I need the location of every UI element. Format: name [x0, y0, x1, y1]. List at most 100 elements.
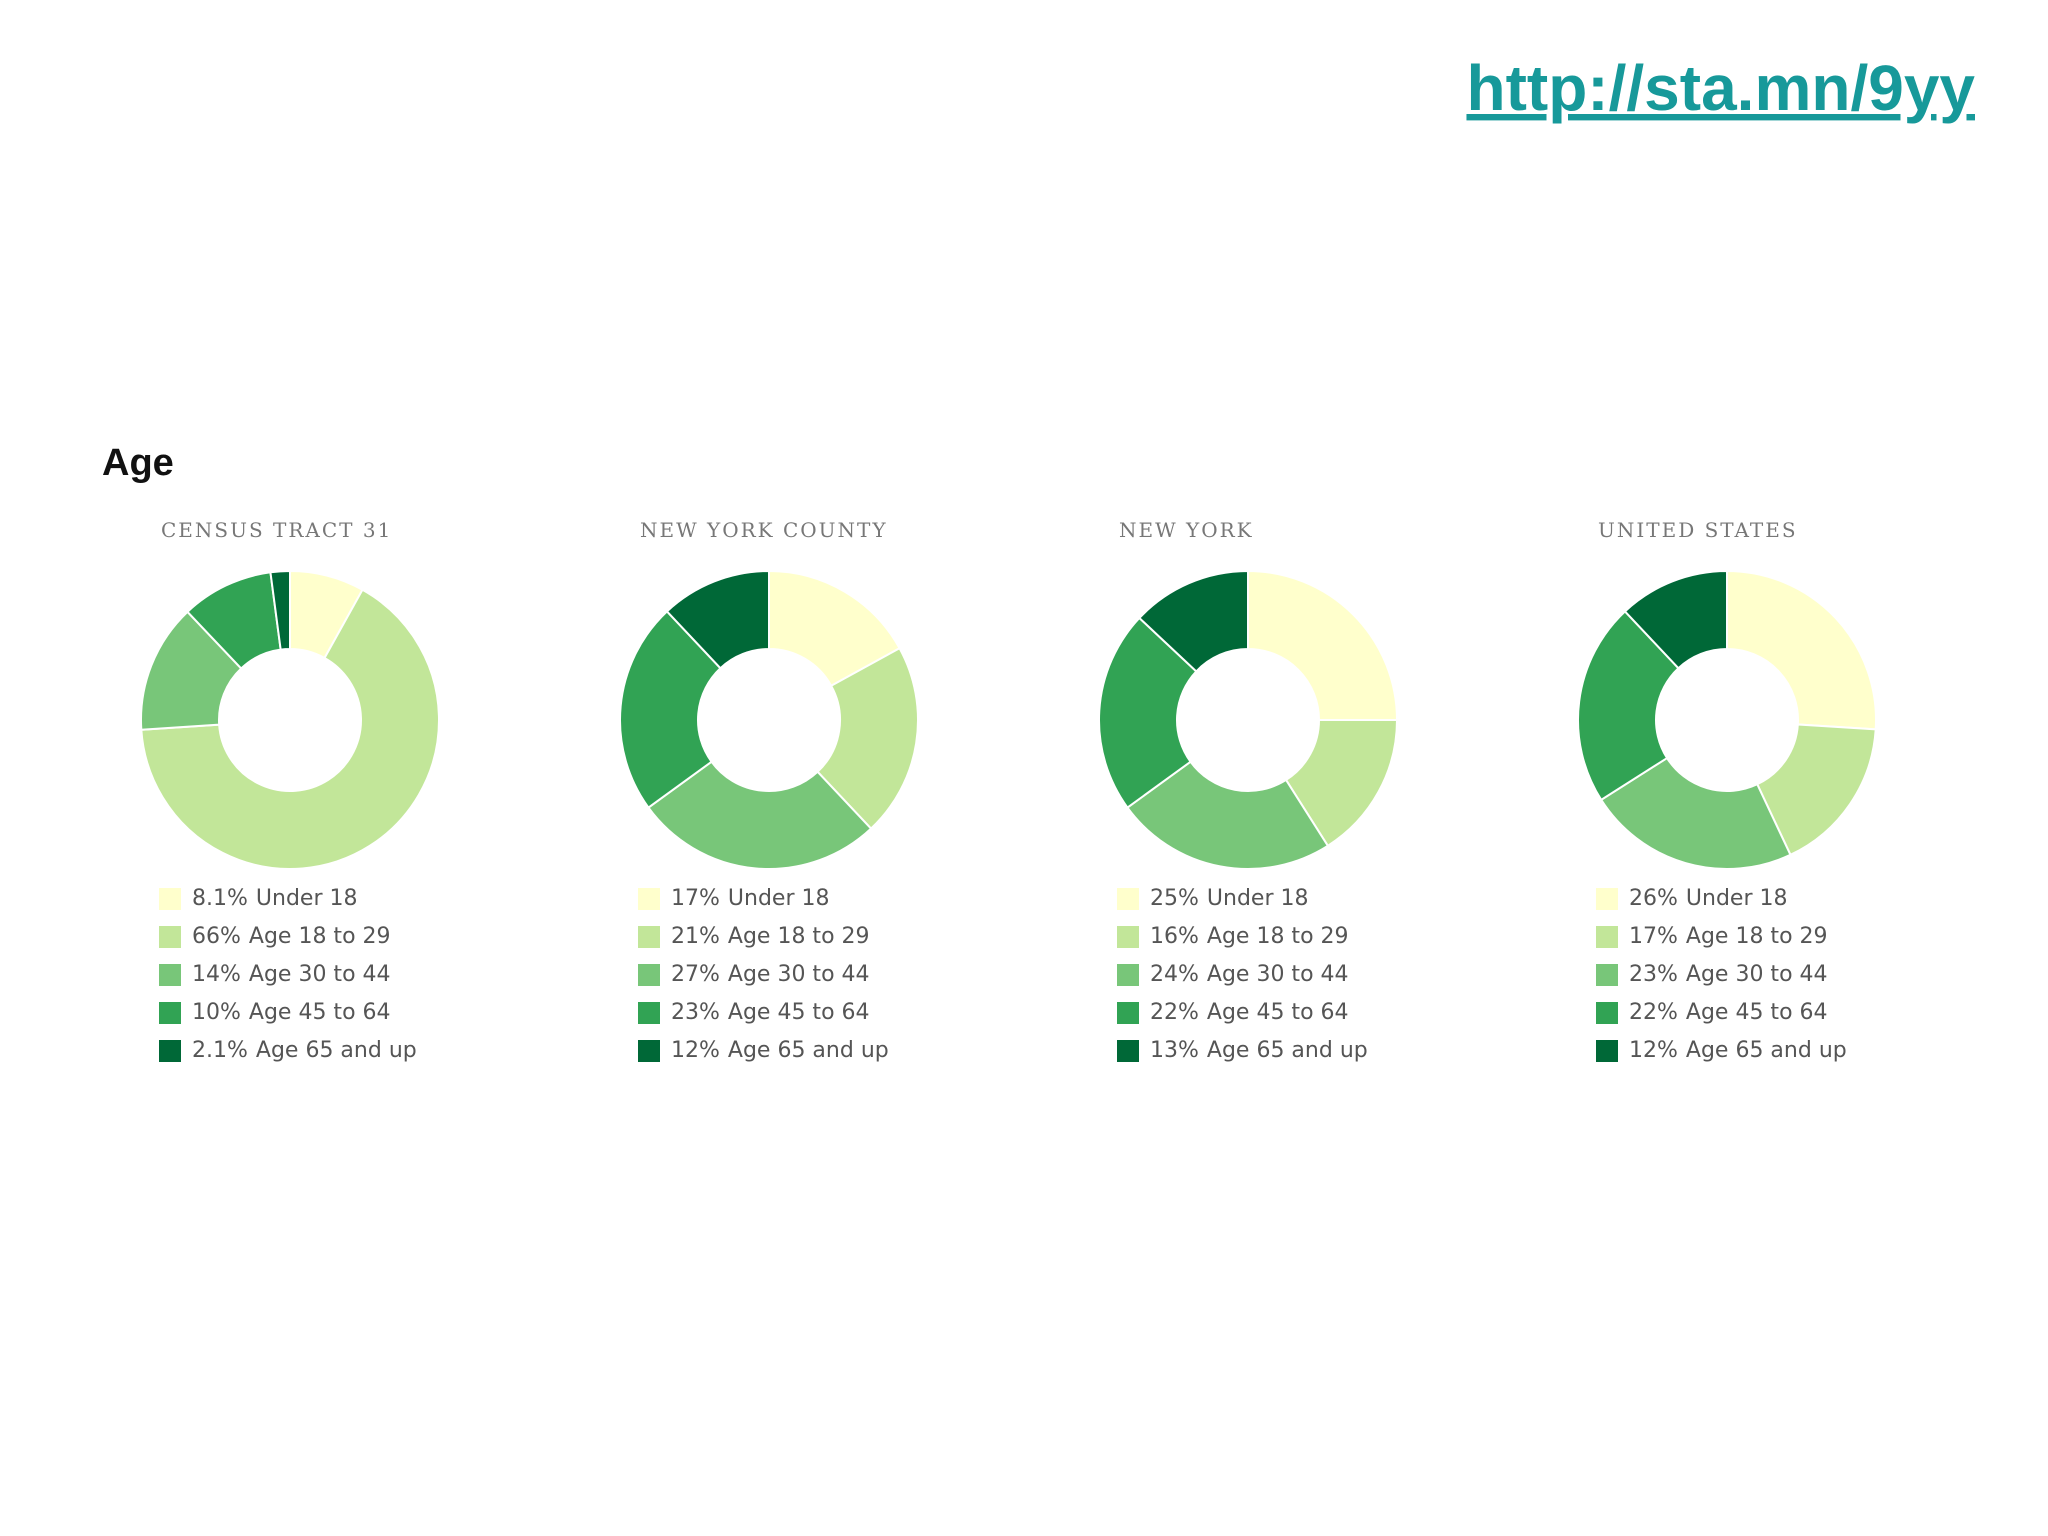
- legend-value: 2.1%: [192, 1038, 248, 1063]
- legend-value: 10%: [192, 1000, 241, 1025]
- legend-swatch: [159, 926, 181, 948]
- donut-slice: [269, 569, 291, 651]
- donut-slice: [1137, 569, 1249, 673]
- legend-category: Age 65 and up: [1207, 1038, 1368, 1063]
- legend-category: Age 18 to 29: [1686, 924, 1828, 949]
- legend-value: 21%: [671, 924, 720, 949]
- donut-slice: [768, 569, 901, 688]
- legend-swatch: [638, 926, 660, 948]
- legend-entry: 22% Age 45 to 64: [1150, 1000, 1349, 1025]
- legend-value: 24%: [1150, 962, 1199, 987]
- legend-swatch: [159, 888, 181, 910]
- legend-value: 16%: [1150, 924, 1199, 949]
- legend-category: Age 18 to 29: [728, 924, 870, 949]
- donut-slice: [1623, 569, 1728, 670]
- legend-swatch: [1596, 1040, 1618, 1062]
- legend-value: 12%: [671, 1038, 720, 1063]
- legend-entry: 13% Age 65 and up: [1150, 1038, 1368, 1063]
- legend-swatch: [1596, 926, 1618, 948]
- legend-value: 8.1%: [192, 886, 248, 911]
- legend-value: 17%: [1629, 924, 1678, 949]
- donut-slice: [1098, 616, 1198, 809]
- legend-swatch: [1117, 926, 1139, 948]
- donut-slice: [1577, 609, 1680, 802]
- legend-entry: 12% Age 65 and up: [1629, 1038, 1847, 1063]
- legend-value: 66%: [192, 924, 241, 949]
- legend-category: Age 30 to 44: [1686, 962, 1828, 987]
- donut-slice: [647, 760, 873, 870]
- legend-entry: 12% Age 65 and up: [671, 1038, 889, 1063]
- legend-category: Under 18: [1686, 886, 1788, 911]
- legend-value: 23%: [1629, 962, 1678, 987]
- legend-value: 25%: [1150, 886, 1199, 911]
- legend-entry: 25% Under 18: [1150, 886, 1308, 911]
- legend-entry: 14% Age 30 to 44: [192, 962, 391, 987]
- legend-swatch: [1596, 964, 1618, 986]
- chart-title: UNITED STATES: [1598, 518, 1798, 542]
- legend-entry: 2.1% Age 65 and up: [192, 1038, 417, 1063]
- donut-slice: [1126, 760, 1330, 870]
- legend-category: Under 18: [1207, 886, 1309, 911]
- legend-value: 27%: [671, 962, 720, 987]
- legend-category: Age 65 and up: [256, 1038, 417, 1063]
- legend-swatch: [638, 1002, 660, 1024]
- legend-category: Under 18: [728, 886, 830, 911]
- legend-category: Under 18: [256, 886, 358, 911]
- chart-title: NEW YORK COUNTY: [640, 518, 888, 542]
- chart-title: NEW YORK: [1119, 518, 1254, 542]
- legend-entry: 21% Age 18 to 29: [671, 924, 870, 949]
- legend-category: Age 30 to 44: [728, 962, 870, 987]
- legend-category: Age 30 to 44: [1207, 962, 1349, 987]
- heading: Age: [102, 442, 174, 484]
- legend-swatch: [1596, 1002, 1618, 1024]
- donut-slice: [1726, 569, 1878, 731]
- legend-value: 12%: [1629, 1038, 1678, 1063]
- legend-swatch: [638, 1040, 660, 1062]
- legend-value: 26%: [1629, 886, 1678, 911]
- legend-swatch: [1596, 888, 1618, 910]
- donut-slice: [140, 588, 440, 870]
- legend-category: Age 30 to 44: [249, 962, 391, 987]
- donut-slice: [1755, 723, 1877, 857]
- donut-slice: [619, 609, 722, 809]
- donut-slice: [665, 569, 770, 670]
- legend-entry: 23% Age 30 to 44: [1629, 962, 1828, 987]
- legend-swatch: [638, 964, 660, 986]
- legend-entry: 10% Age 45 to 64: [192, 1000, 391, 1025]
- link[interactable]: http://sta.mn/9yy: [1466, 52, 1975, 124]
- legend-entry: 22% Age 45 to 64: [1629, 1000, 1828, 1025]
- legend-entry: 16% Age 18 to 29: [1150, 924, 1349, 949]
- legend-entry: 23% Age 45 to 64: [671, 1000, 870, 1025]
- legend-entry: 24% Age 30 to 44: [1150, 962, 1349, 987]
- legend-swatch: [1117, 888, 1139, 910]
- legend-value: 13%: [1150, 1038, 1199, 1063]
- legend-value: 14%: [192, 962, 241, 987]
- donut-slice: [1599, 756, 1792, 870]
- legend-category: Age 65 and up: [1686, 1038, 1847, 1063]
- chart-title: CENSUS TRACT 31: [161, 518, 392, 542]
- legend-swatch: [159, 1040, 181, 1062]
- legend-value: 23%: [671, 1000, 720, 1025]
- legend-category: Age 45 to 64: [1207, 1000, 1349, 1025]
- legend-category: Age 45 to 64: [728, 1000, 870, 1025]
- legend-category: Age 18 to 29: [1207, 924, 1349, 949]
- legend-category: Age 45 to 64: [1686, 1000, 1828, 1025]
- legend-value: 17%: [671, 886, 720, 911]
- legend-category: Age 65 and up: [728, 1038, 889, 1063]
- legend-swatch: [159, 1002, 181, 1024]
- legend-entry: 27% Age 30 to 44: [671, 962, 870, 987]
- legend-category: Age 18 to 29: [249, 924, 391, 949]
- legend-value: 22%: [1629, 1000, 1678, 1025]
- legend-entry: 66% Age 18 to 29: [192, 924, 391, 949]
- legend-swatch: [1117, 964, 1139, 986]
- donut-slice: [816, 646, 919, 831]
- legend-entry: 17% Under 18: [671, 886, 829, 911]
- legend-entry: 26% Under 18: [1629, 886, 1787, 911]
- legend-swatch: [638, 888, 660, 910]
- legend-value: 22%: [1150, 1000, 1199, 1025]
- legend-category: Age 45 to 64: [249, 1000, 391, 1025]
- legend-swatch: [1117, 1002, 1139, 1024]
- donut-slice: [1247, 569, 1399, 721]
